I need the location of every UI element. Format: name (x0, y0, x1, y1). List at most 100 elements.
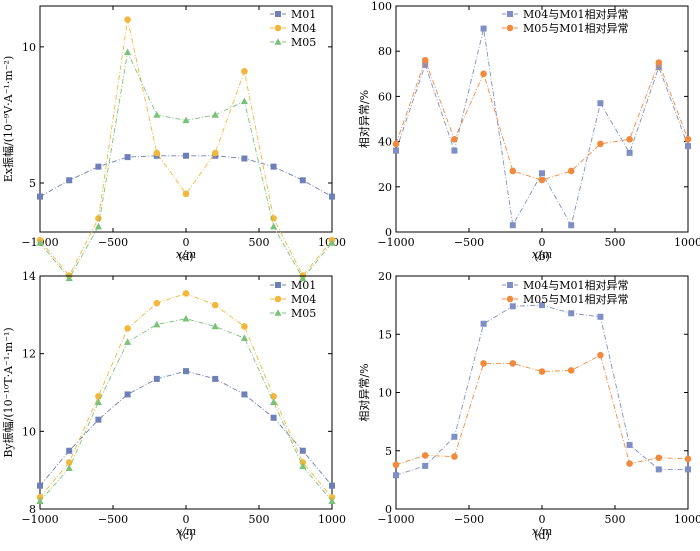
legend-label: M05与M01相对异常 (523, 21, 629, 35)
data-point (567, 167, 575, 175)
chart-d: −1000 −500 0 500 1000 0 5 10 15 20 x/m(d) 相对异常/% M04… (357, 270, 700, 542)
data-point (95, 215, 102, 222)
data-point (65, 464, 73, 472)
x-tick-label: 1000 (318, 513, 346, 526)
data-point (480, 320, 487, 327)
y-tick-label: 5 (385, 445, 392, 458)
y-axis-label: By振幅/(10⁻¹⁰T·A⁻¹·m⁻¹) (1, 327, 15, 457)
x-tick-label: 1000 (674, 513, 700, 526)
legend-marker (506, 295, 514, 303)
data-point (183, 152, 189, 159)
plot-frame (39, 275, 333, 510)
data-point (124, 391, 131, 398)
x-axis-label: x/m (176, 525, 196, 538)
x-tick-label: −500 (454, 236, 484, 249)
y-tick-label: 60 (378, 90, 392, 103)
legend-marker (274, 38, 282, 45)
data-point (65, 274, 73, 282)
chart-b: −1000 −500 0 500 1000 0 20 40 60 80 100 x/m(b) 相对异常/… (357, 0, 700, 263)
data-point (421, 56, 429, 64)
x-tick-label: −1000 (21, 513, 58, 526)
data-point (299, 459, 307, 466)
x-tick-label: −500 (98, 513, 128, 526)
data-point (328, 497, 336, 505)
data-point (422, 462, 429, 469)
data-point (182, 290, 190, 297)
y-tick-label: 0 (385, 226, 392, 239)
data-point (182, 116, 190, 124)
data-point (124, 48, 132, 56)
data-point (509, 303, 516, 310)
panel-caption: (c) (179, 529, 194, 542)
data-point (328, 239, 336, 246)
data-point (684, 455, 692, 463)
legend-label: M01 (291, 279, 316, 292)
y-tick-label: 0 (385, 503, 392, 516)
data-point (241, 155, 248, 162)
panel-caption: (a) (178, 250, 193, 263)
y-axis-label: Ex振幅/(10⁻⁹V·A⁻¹·m⁻²) (1, 56, 15, 182)
x-tick-label: 0 (183, 236, 190, 249)
legend-label: M05 (291, 36, 316, 49)
data-point (95, 416, 102, 423)
data-point (37, 193, 43, 200)
data-point (480, 70, 487, 78)
x-tick-label: 500 (605, 236, 626, 249)
series-line (39, 293, 333, 498)
data-point (626, 136, 633, 143)
series-line (395, 28, 689, 227)
y-tick-label: 80 (378, 45, 392, 58)
x-tick-label: 500 (249, 513, 270, 526)
data-point (36, 497, 44, 505)
data-point (270, 222, 278, 230)
data-point (211, 301, 219, 309)
data-point (153, 149, 161, 157)
y-tick-label: 10 (22, 425, 36, 438)
data-point (685, 143, 691, 150)
data-point (480, 25, 487, 32)
data-point (451, 147, 458, 154)
data-point (451, 453, 458, 460)
x-tick-label: 1000 (674, 236, 700, 249)
data-point (451, 136, 458, 143)
data-point (95, 163, 102, 170)
data-point (393, 472, 399, 479)
data-point (597, 313, 604, 320)
y-tick-label: 5 (29, 177, 36, 190)
y-tick-label: 14 (22, 270, 36, 283)
legend-label: M05与M01相对异常 (523, 292, 629, 306)
data-point (270, 414, 277, 421)
legend-label: M04与M01相对异常 (523, 7, 629, 21)
data-point (241, 68, 248, 75)
series-line (395, 304, 688, 476)
legend-label: M04 (291, 293, 316, 306)
data-point (480, 360, 487, 367)
y-tick-label: 20 (378, 181, 392, 194)
data-point (212, 375, 219, 382)
data-point (94, 222, 102, 230)
data-point (182, 190, 190, 198)
data-point (393, 147, 399, 154)
legend-label: M01 (291, 8, 316, 21)
y-axis-label: 相对异常/% (357, 90, 371, 148)
x-tick-label: 500 (249, 236, 270, 249)
data-point (299, 177, 306, 184)
plot-frame (395, 5, 689, 233)
data-point (36, 239, 44, 246)
y-tick-label: 8 (29, 503, 36, 516)
data-point (329, 193, 335, 200)
data-point (597, 140, 604, 148)
legend-marker (274, 295, 282, 303)
data-point (421, 452, 429, 459)
data-point (451, 433, 458, 440)
data-point (211, 149, 219, 157)
chart-a: −1000−50005001000510x/m(a)Ex振幅/(10⁻⁹V·A⁻… (1, 5, 346, 282)
legend-marker (506, 24, 514, 32)
data-point (299, 447, 306, 454)
data-point (509, 360, 517, 367)
panel-caption: (b) (534, 250, 550, 263)
data-point (66, 177, 73, 184)
x-axis-label: x/m (532, 525, 552, 538)
y-tick-label: 40 (378, 136, 392, 149)
data-point (299, 462, 307, 470)
